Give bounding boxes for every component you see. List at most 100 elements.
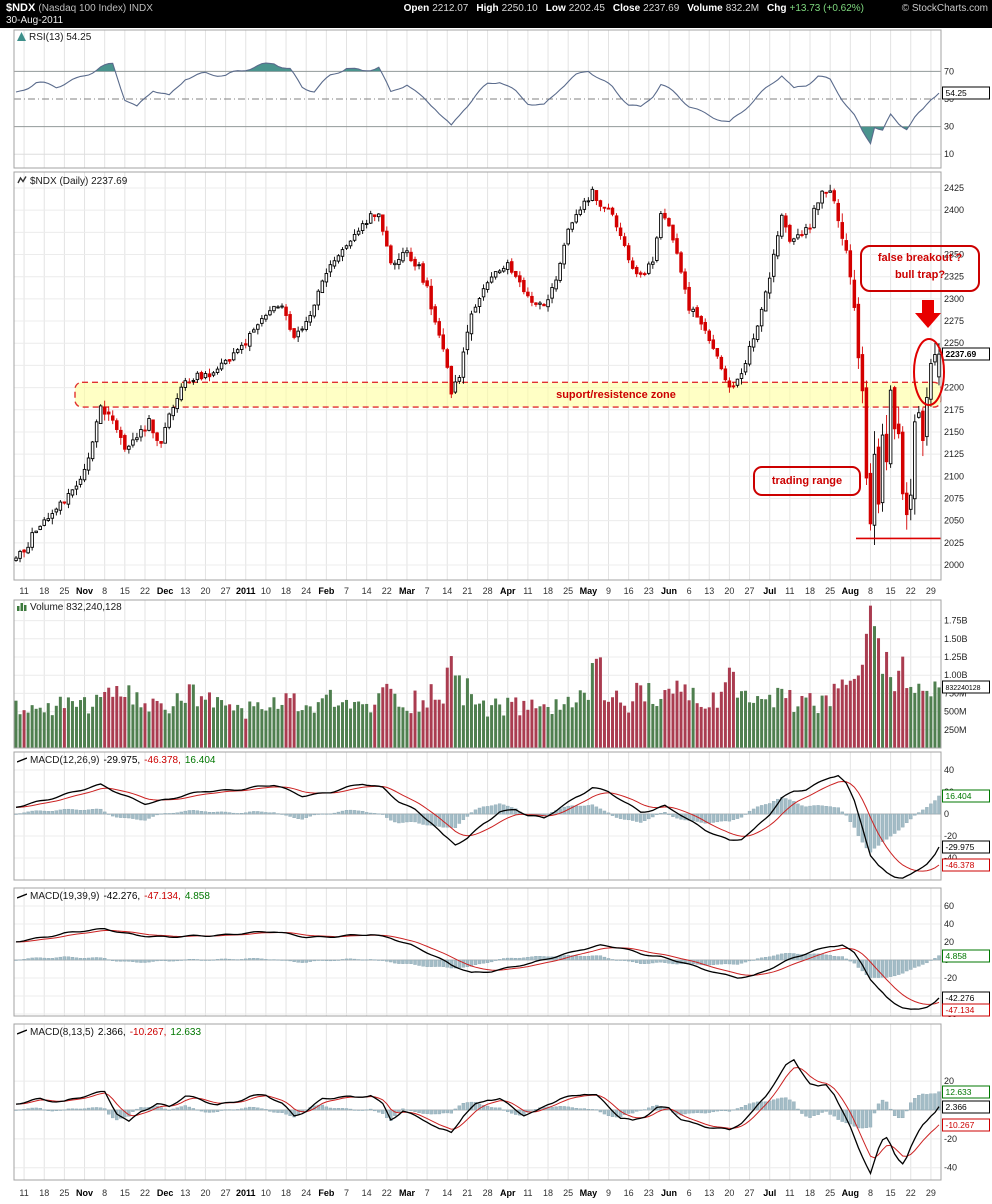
header-field-label: Chg [767, 3, 787, 14]
svg-text:8: 8 [868, 586, 873, 596]
svg-text:2250: 2250 [944, 338, 964, 348]
svg-text:15: 15 [886, 586, 896, 596]
macd1-signal-value: -46.378, [144, 755, 181, 766]
macd3-signal-value: -10.267, [129, 1027, 167, 1038]
svg-text:14: 14 [442, 1188, 452, 1198]
svg-text:13: 13 [704, 586, 714, 596]
svg-text:500M: 500M [944, 707, 967, 717]
svg-text:18: 18 [805, 586, 815, 596]
svg-text:24: 24 [301, 586, 311, 596]
support-resistance-zone-label: suport/resistence zone [556, 389, 676, 401]
svg-text:15: 15 [120, 586, 130, 596]
svg-text:2150: 2150 [944, 427, 964, 437]
false-breakout-line1: false breakout ? [877, 252, 963, 264]
svg-text:8: 8 [102, 1188, 107, 1198]
svg-text:20: 20 [724, 1188, 734, 1198]
svg-text:18: 18 [39, 1188, 49, 1198]
svg-text:29: 29 [926, 586, 936, 596]
svg-text:24: 24 [301, 1188, 311, 1198]
svg-text:60: 60 [944, 901, 954, 911]
svg-text:Aug: Aug [842, 586, 860, 596]
header-field-value: 2212.07 [432, 3, 469, 14]
svg-text:25: 25 [59, 586, 69, 596]
svg-text:-46.378: -46.378 [946, 860, 975, 870]
svg-text:10: 10 [261, 586, 271, 596]
svg-text:18: 18 [281, 1188, 291, 1198]
svg-text:7: 7 [344, 1188, 349, 1198]
svg-text:Apr: Apr [500, 586, 516, 596]
svg-text:22: 22 [140, 1188, 150, 1198]
svg-text:27: 27 [221, 1188, 231, 1198]
svg-text:2100: 2100 [944, 471, 964, 481]
header-values: Open 2212.07 High 2250.10 Low 2202.45 Close 223… [396, 3, 864, 14]
rsi-title-text: RSI(13) 54.25 [29, 32, 92, 43]
price-title-text: $NDX (Daily) 2237.69 [30, 176, 128, 187]
svg-text:-20: -20 [944, 831, 957, 841]
svg-text:1.50B: 1.50B [944, 634, 968, 644]
svg-text:25: 25 [825, 586, 835, 596]
svg-text:22: 22 [906, 1188, 916, 1198]
svg-text:40: 40 [944, 919, 954, 929]
macd2-name: MACD(19,39,9) [30, 891, 100, 902]
svg-text:11: 11 [19, 1188, 28, 1198]
svg-text:Jun: Jun [661, 586, 677, 596]
svg-text:Jul: Jul [763, 1188, 776, 1198]
svg-text:20: 20 [944, 1076, 954, 1086]
svg-text:28: 28 [483, 586, 493, 596]
macd2-panel-title: MACD(19,39,9) -42.276, -47.134, 4.858 [16, 891, 210, 903]
header-field-label: High [476, 3, 499, 14]
copyright: © StockCharts.com [901, 3, 988, 14]
svg-text:2011: 2011 [236, 586, 256, 596]
svg-text:18: 18 [39, 586, 49, 596]
svg-text:-10.267: -10.267 [946, 1120, 975, 1130]
svg-text:8: 8 [868, 1188, 873, 1198]
symbol: $NDX [6, 2, 36, 14]
svg-text:54.25: 54.25 [946, 88, 968, 98]
svg-text:2050: 2050 [944, 516, 964, 526]
svg-text:18: 18 [281, 586, 291, 596]
svg-text:Feb: Feb [318, 1188, 335, 1198]
macd2-hist-value: 4.858 [184, 891, 210, 902]
svg-text:Nov: Nov [76, 586, 93, 596]
svg-text:40: 40 [944, 765, 954, 775]
header-field-label: Low [545, 3, 566, 14]
svg-text:May: May [580, 586, 598, 596]
macd3-hist-value: 12.633 [170, 1027, 202, 1038]
svg-text:Dec: Dec [157, 586, 174, 596]
svg-text:25: 25 [825, 1188, 835, 1198]
macd1-name: MACD(12,26,9) [30, 755, 100, 766]
svg-text:2325: 2325 [944, 272, 964, 282]
svg-text:30: 30 [944, 122, 954, 132]
svg-text:13: 13 [180, 586, 190, 596]
svg-text:250M: 250M [944, 725, 967, 735]
svg-text:2400: 2400 [944, 205, 964, 215]
macd2-signal-value: -47.134, [144, 891, 181, 902]
svg-text:14: 14 [442, 586, 452, 596]
price-panel-title: $NDX (Daily) 2237.69 [17, 175, 127, 188]
macd3-name: MACD(8,13,5) [30, 1027, 94, 1038]
svg-text:-40: -40 [944, 1163, 957, 1173]
volume-panel-title: Volume 832,240,128 [17, 602, 122, 614]
svg-text:29: 29 [926, 1188, 936, 1198]
symbol-title: $NDX (Nasdaq 100 Index) INDX [6, 2, 153, 14]
svg-text:1.00B: 1.00B [944, 670, 968, 680]
svg-text:1.25B: 1.25B [944, 652, 968, 662]
svg-text:23: 23 [644, 586, 654, 596]
header-field-label: Volume [687, 3, 723, 14]
svg-text:Mar: Mar [399, 1188, 416, 1198]
svg-text:2350: 2350 [944, 250, 964, 260]
svg-text:9: 9 [606, 586, 611, 596]
chart-date: 30-Aug-2011 [6, 15, 64, 26]
price-icon [17, 175, 27, 188]
svg-text:13: 13 [704, 1188, 714, 1198]
svg-text:0: 0 [944, 809, 949, 819]
false-breakout-label: false breakout ? bull trap? [860, 245, 980, 292]
svg-text:22: 22 [906, 586, 916, 596]
volume-title-text: Volume 832,240,128 [30, 602, 122, 613]
svg-text:11: 11 [523, 586, 532, 596]
svg-text:10: 10 [944, 149, 954, 159]
svg-text:27: 27 [745, 586, 755, 596]
svg-text:2075: 2075 [944, 493, 964, 503]
svg-text:25: 25 [59, 1188, 69, 1198]
svg-text:2175: 2175 [944, 405, 964, 415]
